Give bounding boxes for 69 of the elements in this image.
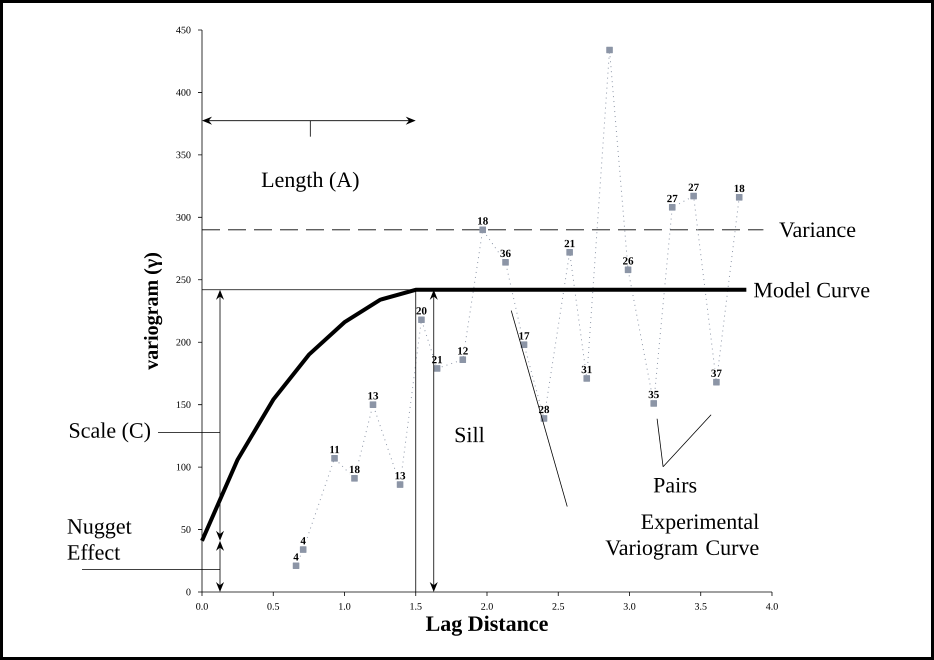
annotation: Experimental Variogram Curve (606, 514, 759, 560)
y-tick-label: 50 (182, 526, 191, 533)
series-label: Model Curve (754, 282, 870, 298)
annotation: 18 (478, 217, 488, 225)
point (331, 455, 338, 462)
x-axis-title: Lag Distance (426, 616, 548, 636)
annotation: 18 (734, 184, 744, 192)
y-axis-title: variogram (γ) (144, 253, 162, 370)
y-tick-label: 0 (186, 588, 191, 596)
point (370, 401, 376, 408)
annotation: Sill (456, 426, 484, 442)
x-tick-label: 4.0 (766, 603, 778, 610)
annotation: 37 (711, 370, 722, 377)
point (583, 375, 590, 382)
x-tick-label: 0.0 (196, 603, 208, 610)
annotation: 12 (458, 347, 468, 354)
annotation: 13 (368, 392, 378, 400)
point (650, 400, 658, 407)
point (300, 546, 306, 553)
point (668, 204, 676, 211)
x-tick-label: 3.0 (624, 603, 636, 610)
annotation: 13 (395, 472, 406, 480)
point (520, 341, 528, 348)
point (606, 46, 613, 54)
y-tick-label: 450 (176, 26, 191, 34)
point (351, 475, 358, 482)
ref-line-label: Variance (779, 222, 856, 238)
point (566, 249, 573, 256)
point (690, 192, 697, 200)
x-tick-label: 1.0 (339, 603, 350, 610)
point (502, 258, 509, 266)
annotation: 4 (293, 553, 299, 561)
text: Scale (C) (70, 422, 150, 442)
annotation: 27 (688, 184, 699, 191)
x-tick-label: 2.0 (481, 603, 493, 610)
y-tick-label: 200 (176, 338, 191, 346)
x-tick-label: 2.5 (552, 603, 564, 610)
annotation: 26 (623, 257, 634, 265)
point (418, 316, 425, 324)
x-tick-label: 1.5 (410, 603, 422, 610)
y-tick-label: 150 (176, 401, 191, 408)
y-tick-label: 350 (176, 152, 191, 158)
y-tick-label: 100 (176, 464, 191, 470)
y-tick-label: 400 (176, 89, 191, 96)
x-tick-label: 3.5 (694, 603, 707, 610)
point (479, 226, 486, 234)
annotation: 27 (667, 194, 678, 202)
annotation: 31 (582, 366, 592, 374)
point (736, 194, 743, 201)
annotation: 35 (648, 390, 659, 398)
text: Nugget Effect (68, 519, 132, 560)
y-tick-label: 250 (176, 276, 191, 284)
point (434, 365, 440, 372)
point (624, 266, 632, 274)
annotation: 21 (564, 240, 575, 248)
annotation: Pairs (654, 478, 696, 493)
annotation: 11 (330, 446, 340, 454)
annotation: 18 (350, 466, 360, 474)
x-tick-label: 0.5 (267, 603, 280, 610)
y-tick-label: 300 (176, 214, 191, 221)
annotation: 36 (500, 250, 511, 258)
point (292, 562, 300, 570)
annotation: Length (A) (262, 172, 359, 192)
annotation: 17 (519, 332, 530, 340)
point (396, 481, 404, 488)
annotation: 4 (300, 537, 306, 544)
point (713, 378, 720, 386)
point (459, 356, 466, 363)
annotation: 20 (416, 307, 427, 315)
